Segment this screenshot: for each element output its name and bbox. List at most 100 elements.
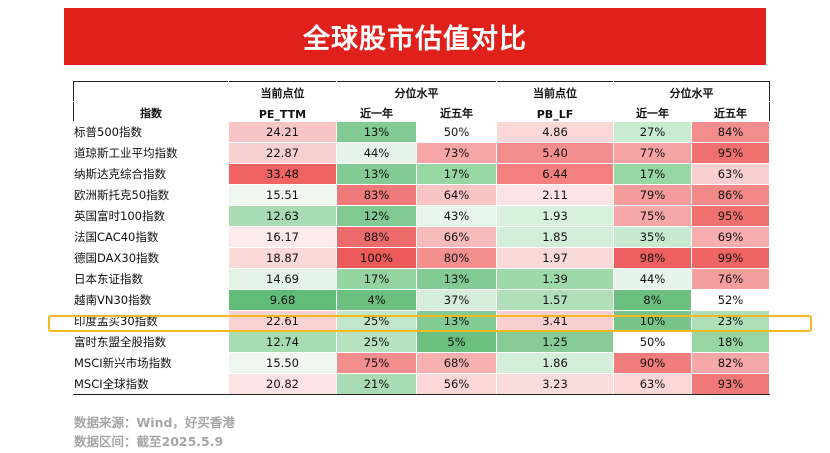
header-pe-ttm: PE_TTM [228,101,337,122]
pb-1y-cell: 8% [613,289,692,311]
pe-5y-cell: 17% [416,163,497,185]
table-row: MSCI全球指数 20.82 21% 56% 3.23 63% 93% [73,373,770,395]
pe-5y-cell: 68% [416,352,497,374]
pb-5y-cell: 84% [691,121,770,143]
index-name-cell: MSCI新兴市场指数 [73,352,229,374]
pb-lf-cell: 1.97 [496,247,614,269]
valuation-table: 当前点位 分位水平 当前点位 分位水平 指数 PE_TTM 近一年 近五年 PB… [73,81,770,395]
pe-5y-cell: 66% [416,226,497,248]
pe-1y-cell: 4% [336,289,417,311]
header-pe-5y: 近五年 [416,101,497,122]
pb-5y-cell: 52% [691,289,770,311]
pb-1y-cell: 17% [613,163,692,185]
header-pe-1y: 近一年 [336,101,417,122]
header-pb-pct-group: 分位水平 [613,81,770,102]
pe-ttm-cell: 15.50 [228,352,337,374]
pe-1y-cell: 100% [336,247,417,269]
pe-5y-cell: 37% [416,289,497,311]
pe-1y-cell: 44% [336,142,417,164]
index-name-cell: 道琼斯工业平均指数 [73,142,229,164]
data-period-note: 数据区间：截至2025.5.9 [74,434,224,449]
index-name-cell: 法国CAC40指数 [73,226,229,248]
table-row: 富时东盟全股指数 12.74 25% 5% 1.25 50% 18% [73,331,770,353]
highlight-row-frame [48,315,812,332]
pb-lf-cell: 1.85 [496,226,614,248]
pe-ttm-cell: 24.21 [228,121,337,143]
pe-ttm-cell: 22.87 [228,142,337,164]
pb-1y-cell: 75% [613,205,692,227]
pb-1y-cell: 27% [613,121,692,143]
pe-1y-cell: 13% [336,121,417,143]
pe-5y-cell: 80% [416,247,497,269]
pb-lf-cell: 1.39 [496,268,614,290]
index-name-cell: 德国DAX30指数 [73,247,229,269]
table-body: 标普500指数 24.21 13% 50% 4.86 27% 84% 道琼斯工业平均指数 22.… [73,121,770,395]
header-row-2: 指数 PE_TTM 近一年 近五年 PB_LF 近一年 近五年 [73,101,770,122]
index-name-cell: 富时东盟全股指数 [73,331,229,353]
pb-lf-cell: 4.86 [496,121,614,143]
pb-lf-cell: 1.86 [496,352,614,374]
index-name-cell: 标普500指数 [73,121,229,143]
header-pb-lf: PB_LF [496,101,614,122]
table-row: 欧洲斯托克50指数 15.51 83% 64% 2.11 79% 86% [73,184,770,206]
pb-1y-cell: 63% [613,373,692,395]
pb-lf-cell: 3.23 [496,373,614,395]
pb-lf-cell: 1.57 [496,289,614,311]
header-pb-group: 当前点位 [496,81,614,102]
pb-lf-cell: 5.40 [496,142,614,164]
pe-1y-cell: 12% [336,205,417,227]
pb-1y-cell: 35% [613,226,692,248]
pe-ttm-cell: 12.63 [228,205,337,227]
pb-5y-cell: 69% [691,226,770,248]
pb-lf-cell: 1.25 [496,331,614,353]
pe-ttm-cell: 9.68 [228,289,337,311]
table-row: 法国CAC40指数 16.17 88% 66% 1.85 35% 69% [73,226,770,248]
pb-1y-cell: 90% [613,352,692,374]
data-source-note: 数据来源：Wind，好买香港 [74,415,235,430]
pe-ttm-cell: 18.87 [228,247,337,269]
header-blank [73,81,229,102]
pe-1y-cell: 75% [336,352,417,374]
pe-5y-cell: 50% [416,121,497,143]
footer: 数据来源：Wind，好买香港 数据区间：截至2025.5.9 [74,413,235,451]
pb-5y-cell: 86% [691,184,770,206]
header-index: 指数 [73,101,229,122]
index-name-cell: 日本东证指数 [73,268,229,290]
pb-1y-cell: 50% [613,331,692,353]
pb-5y-cell: 95% [691,205,770,227]
table-row: 日本东证指数 14.69 17% 13% 1.39 44% 76% [73,268,770,290]
index-name-cell: 欧洲斯托克50指数 [73,184,229,206]
table-row: 英国富时100指数 12.63 12% 43% 1.93 75% 95% [73,205,770,227]
header-row-1: 当前点位 分位水平 当前点位 分位水平 [73,81,770,102]
pb-5y-cell: 95% [691,142,770,164]
pe-5y-cell: 73% [416,142,497,164]
pb-1y-cell: 44% [613,268,692,290]
index-name-cell: 纳斯达克综合指数 [73,163,229,185]
table-row: 越南VN30指数 9.68 4% 37% 1.57 8% 52% [73,289,770,311]
title-banner: 全球股市估值对比 [64,8,766,65]
table-row: 纳斯达克综合指数 33.48 13% 17% 6.44 17% 63% [73,163,770,185]
pe-5y-cell: 56% [416,373,497,395]
pb-1y-cell: 79% [613,184,692,206]
pb-5y-cell: 76% [691,268,770,290]
pe-ttm-cell: 33.48 [228,163,337,185]
pb-5y-cell: 99% [691,247,770,269]
table-row: 标普500指数 24.21 13% 50% 4.86 27% 84% [73,121,770,143]
pb-lf-cell: 1.93 [496,205,614,227]
table-row: 德国DAX30指数 18.87 100% 80% 1.97 98% 99% [73,247,770,269]
pe-5y-cell: 64% [416,184,497,206]
pb-5y-cell: 63% [691,163,770,185]
pb-1y-cell: 98% [613,247,692,269]
pe-ttm-cell: 12.74 [228,331,337,353]
pe-5y-cell: 5% [416,331,497,353]
pb-lf-cell: 6.44 [496,163,614,185]
table-row: MSCI新兴市场指数 15.50 75% 68% 1.86 90% 82% [73,352,770,374]
pb-5y-cell: 93% [691,373,770,395]
pe-1y-cell: 21% [336,373,417,395]
pb-lf-cell: 2.11 [496,184,614,206]
pe-5y-cell: 13% [416,268,497,290]
index-name-cell: 英国富时100指数 [73,205,229,227]
pe-1y-cell: 83% [336,184,417,206]
pb-1y-cell: 77% [613,142,692,164]
pe-ttm-cell: 14.69 [228,268,337,290]
